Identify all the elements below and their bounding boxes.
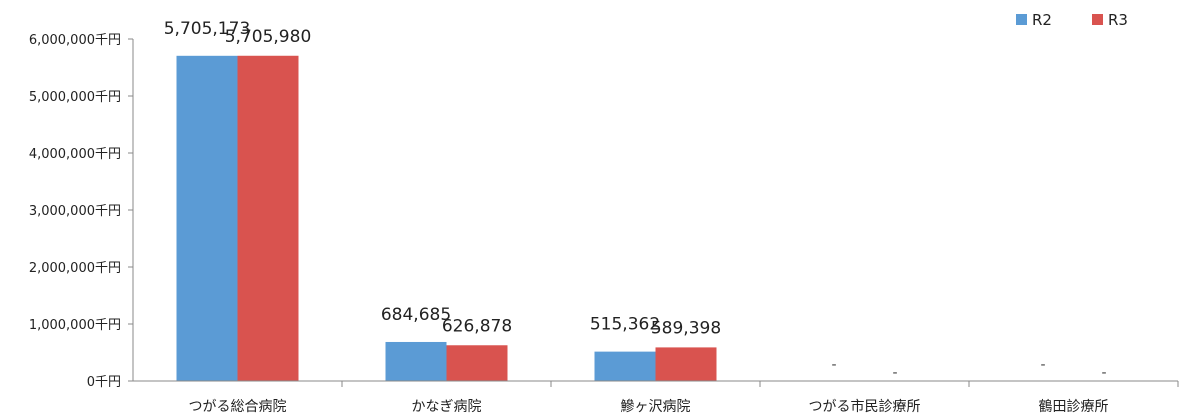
data-label: 626,878 — [442, 316, 512, 336]
category-label: 鶴田診療所 — [1039, 398, 1109, 415]
legend: R2 R3 — [1016, 11, 1128, 29]
bars-group — [176, 55, 717, 381]
category-label: かなぎ病院 — [412, 399, 482, 415]
legend-swatch — [1016, 14, 1027, 25]
category-labels-group: つがる総合病院 かなぎ病院 鰺ヶ沢病院 つがる市民診療所 鶴田診療所 — [189, 381, 1179, 415]
y-tick-label: 3,000,000千円 — [29, 204, 121, 219]
bar-r3 — [655, 347, 717, 381]
y-tick-label: 6,000,000千円 — [29, 33, 121, 48]
category-label: つがる市民診療所 — [809, 398, 921, 415]
data-label: 589,398 — [651, 318, 721, 338]
y-tick-label: 2,000,000千円 — [29, 261, 121, 276]
y-tick-label: 4,000,000千円 — [29, 147, 121, 162]
legend-swatch — [1092, 14, 1103, 25]
bar-r3 — [446, 345, 508, 381]
category-label: 鰺ヶ沢病院 — [621, 399, 691, 415]
bar-r2 — [176, 55, 238, 381]
data-label: 5,705,980 — [225, 27, 312, 47]
data-label: - — [892, 365, 897, 381]
data-label: - — [831, 357, 836, 373]
data-label: 515,362 — [590, 315, 660, 335]
data-label: 684,685 — [381, 305, 451, 325]
legend-label: R2 — [1032, 11, 1052, 29]
bar-r2 — [385, 341, 447, 381]
y-tick-label: 0千円 — [87, 375, 121, 390]
y-tick-label: 5,000,000千円 — [29, 90, 121, 105]
data-label: 5,705,173 — [164, 19, 251, 39]
y-tick-label: 1,000,000千円 — [29, 318, 121, 333]
y-axis-ticks: 0千円 1,000,000千円 2,000,000千円 3,000,000千円 4,00… — [29, 33, 133, 390]
category-label: つがる総合病院 — [189, 399, 287, 415]
legend-label: R3 — [1108, 11, 1128, 29]
data-label: - — [1101, 365, 1106, 381]
bar-r2 — [594, 351, 656, 381]
data-label: - — [1040, 357, 1045, 373]
bar-r3 — [237, 55, 299, 381]
